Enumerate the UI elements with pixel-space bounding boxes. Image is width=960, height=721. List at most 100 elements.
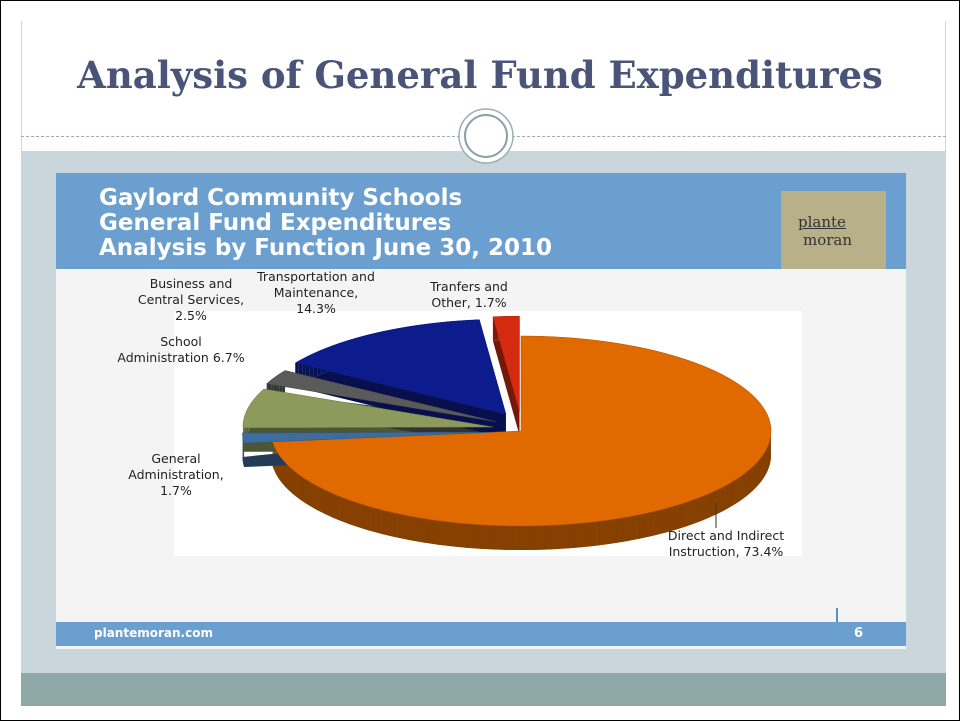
slice-side	[711, 490, 716, 517]
slice-side	[336, 494, 341, 521]
slice-side	[628, 515, 634, 541]
slice-side	[703, 494, 708, 520]
slice-side	[755, 461, 758, 488]
category-label: School Administration	[117, 334, 209, 365]
slice-side	[556, 524, 563, 550]
slice-side	[410, 516, 417, 542]
slice-side	[340, 496, 345, 523]
slice-side	[475, 524, 482, 549]
data-label: General Administration, 1.7%	[111, 451, 241, 499]
slice-side	[605, 519, 611, 545]
value-label: 2.5%	[175, 308, 207, 323]
slice-side	[316, 485, 321, 512]
slice-side	[730, 480, 734, 507]
slice-side	[581, 522, 588, 548]
slice-side	[675, 504, 681, 530]
slice-side	[427, 519, 434, 545]
slice-side	[750, 466, 754, 493]
data-label: Transportation and Maintenance, 14.3%	[256, 269, 376, 317]
slice-side	[439, 520, 446, 546]
slice-side	[405, 515, 411, 541]
logo-text: plante	[798, 213, 846, 231]
slice-side	[633, 514, 640, 540]
slice-side	[694, 497, 700, 524]
slice-side	[719, 486, 724, 513]
slice-side	[593, 521, 600, 546]
slice-side	[765, 447, 768, 475]
slice-side	[285, 462, 288, 489]
slice-side	[757, 459, 760, 486]
slice-side	[494, 525, 501, 550]
slice-side	[512, 525, 520, 550]
slice-side	[383, 510, 389, 536]
slice-side	[373, 507, 379, 534]
slice-side	[469, 523, 476, 549]
slice-side	[363, 504, 369, 531]
slice-side	[320, 487, 325, 514]
slice-side	[568, 523, 576, 549]
footer-url: plantemoran.com	[94, 626, 213, 640]
slice-side	[739, 474, 743, 501]
slice-side	[488, 525, 495, 550]
chart-footer: plantemoran.com 6	[56, 622, 906, 646]
slice-side	[433, 520, 440, 545]
slice-side	[332, 493, 337, 519]
value-label: 1.7%	[474, 295, 507, 310]
slice-side	[525, 525, 532, 550]
slice-side	[378, 509, 384, 535]
slice-side	[292, 469, 295, 496]
slice-side	[753, 463, 756, 491]
slice-side	[500, 525, 507, 550]
value-label: 14.3%	[296, 301, 336, 316]
slice	[242, 431, 493, 444]
slice-side	[655, 509, 661, 536]
logo-text: moran	[803, 231, 853, 249]
slice-side	[715, 488, 720, 515]
slice-side	[550, 525, 557, 550]
slice-side	[759, 457, 762, 484]
slice-side	[745, 470, 749, 497]
frame	[21, 21, 946, 151]
data-label: School Administration 6.7%	[116, 334, 246, 366]
slice-side	[699, 495, 704, 522]
slice-side	[344, 498, 350, 525]
slice-side	[726, 482, 731, 509]
title-line: Analysis by Function June 30, 2010	[99, 235, 552, 261]
slice-side	[769, 438, 771, 465]
value-label: 1.7%	[160, 483, 192, 498]
slice-side	[644, 512, 651, 538]
slice-side	[300, 475, 304, 502]
slice-side	[531, 525, 538, 550]
slice-side	[768, 440, 770, 468]
slice-side	[394, 512, 400, 539]
slice-side	[723, 484, 727, 511]
slice	[294, 319, 507, 415]
slice-side	[328, 491, 333, 518]
slice-side	[324, 489, 329, 516]
slice-side	[767, 445, 769, 472]
slice-side	[763, 452, 765, 479]
title-line: Gaylord Community Schools	[99, 185, 463, 211]
slice-side	[665, 507, 671, 533]
slice-side	[670, 505, 676, 532]
slice-side	[761, 454, 764, 482]
slice-side	[707, 492, 712, 519]
slice-side	[610, 518, 617, 544]
slice-side	[616, 517, 623, 543]
data-label: Direct and Indirect Instruction, 73.4%	[666, 528, 786, 560]
slice-side	[457, 522, 464, 548]
slice-side	[680, 502, 686, 529]
slice-side	[748, 468, 751, 495]
slice-side	[537, 525, 545, 550]
slice-side	[764, 450, 766, 477]
slice-side	[358, 503, 364, 529]
category-label: Transportation and Maintenance,	[257, 269, 375, 300]
slice-side	[445, 521, 452, 547]
slice-side	[599, 520, 606, 546]
category-label: Business and Central Services,	[137, 276, 245, 307]
slice-side	[690, 499, 695, 525]
slice-side	[736, 476, 740, 503]
slice-side	[506, 525, 513, 550]
